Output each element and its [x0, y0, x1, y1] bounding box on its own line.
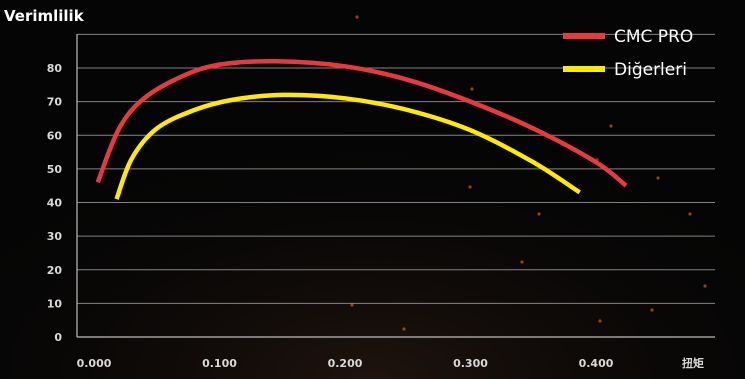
legend: CMC PRO Diğerleri	[563, 27, 693, 80]
y-tick-label: 60	[47, 129, 63, 142]
y-tick-label: 50	[47, 163, 63, 176]
y-tick-label: 70	[47, 96, 63, 109]
legend-label: Diğerleri	[614, 60, 687, 80]
spark	[598, 319, 602, 323]
axes	[76, 34, 715, 338]
spark	[656, 176, 660, 180]
background-sparks	[350, 15, 707, 331]
y-tick-label: 20	[47, 264, 63, 277]
series-line-digerleri	[114, 92, 581, 200]
spark	[703, 284, 707, 288]
spark	[609, 124, 613, 128]
grid-lines	[77, 33, 715, 304]
series-line-cmc-pro	[95, 59, 628, 188]
x-tick-label: 0.300	[453, 357, 488, 370]
legend-label: CMC PRO	[614, 27, 693, 47]
legend-swatch	[563, 33, 605, 39]
spark	[402, 327, 406, 331]
y-tick-label: 0	[54, 331, 62, 344]
spark	[468, 185, 472, 189]
spark	[520, 260, 524, 264]
x-tick-label: 0.200	[328, 357, 363, 370]
x-axis-title: 扭矩	[682, 356, 704, 370]
spark	[537, 212, 541, 216]
x-tick-label: 0.400	[579, 357, 614, 370]
spark	[350, 303, 354, 307]
x-tick-label: 0.100	[202, 357, 237, 370]
y-tick-labels: 0 10 20 30 40 50 60 70 80	[47, 62, 63, 344]
spark	[355, 15, 359, 19]
y-axis-title: Verimlilik	[4, 7, 85, 25]
y-tick-label: 40	[47, 197, 63, 210]
x-tick-label: 0.000	[77, 357, 112, 370]
y-tick-label: 30	[47, 230, 63, 243]
spark	[650, 308, 654, 312]
series-lines	[95, 59, 628, 200]
legend-swatch	[563, 66, 605, 72]
y-tick-label: 80	[47, 62, 63, 75]
x-tick-labels: 0.000 0.100 0.200 0.300 0.400	[77, 357, 614, 370]
spark	[470, 87, 474, 91]
spark	[688, 212, 692, 216]
y-tick-label: 10	[47, 297, 63, 310]
